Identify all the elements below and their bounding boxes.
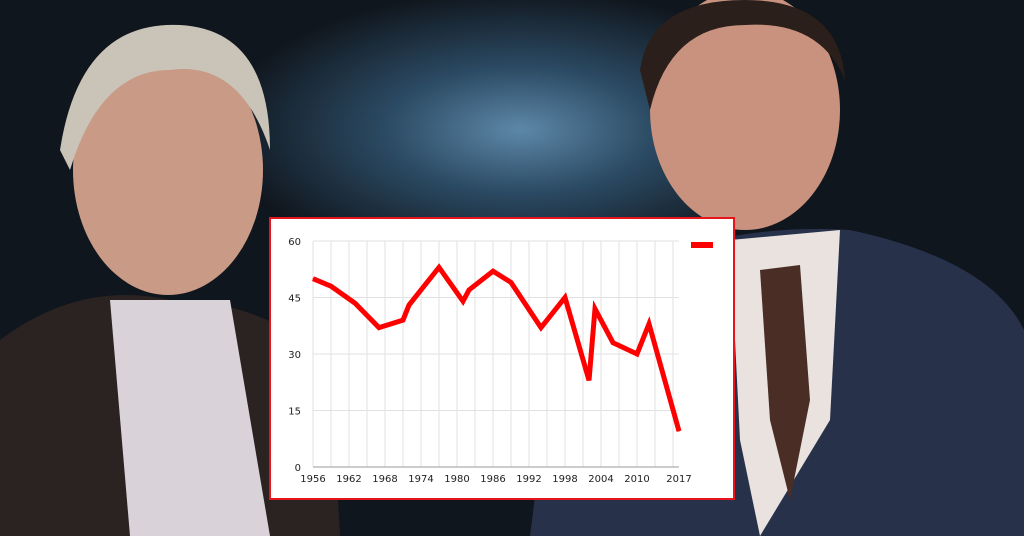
y-tick-label: 15 (288, 407, 301, 418)
data-point (678, 430, 680, 432)
data-point (648, 323, 650, 325)
right-person-tie (760, 265, 810, 500)
x-tick-label: 1968 (372, 474, 397, 485)
data-point (510, 281, 512, 283)
left-person-head (73, 45, 263, 295)
data-point (462, 300, 464, 302)
data-point (540, 327, 542, 329)
data-point (402, 319, 404, 321)
data-point (636, 353, 638, 355)
data-point (468, 289, 470, 291)
x-tick-label: 2010 (624, 474, 649, 485)
data-point (354, 302, 356, 304)
data-point (564, 297, 566, 298)
series-line (312, 263, 682, 432)
y-tick-label: 0 (295, 463, 301, 474)
data-point (492, 270, 494, 272)
data-point (378, 327, 380, 329)
legend-swatch (691, 242, 713, 248)
left-person-shirt (110, 300, 270, 536)
data-point (408, 304, 410, 306)
left-person-hair (60, 24, 270, 170)
x-tick-label: 2004 (588, 474, 613, 485)
data-point (594, 308, 596, 310)
x-tick-label: 1974 (408, 474, 433, 485)
data-point (312, 278, 314, 280)
data-point (438, 266, 440, 268)
y-tick-label: 60 (288, 237, 301, 248)
x-tick-label: 1962 (336, 474, 361, 485)
x-tick-label: 2017 (666, 474, 691, 485)
data-point (330, 285, 332, 287)
right-person-hair (640, 0, 845, 110)
x-tick-label: 1956 (300, 474, 325, 485)
x-tick-label: 1980 (444, 474, 469, 485)
y-tick-label: 45 (288, 294, 301, 305)
right-person-head (650, 0, 840, 230)
y-tick-label: 30 (288, 350, 301, 361)
data-point (612, 342, 614, 344)
x-tick-label: 1986 (480, 474, 505, 485)
x-tick-label: 1998 (552, 474, 577, 485)
x-tick-label: 1992 (516, 474, 541, 485)
data-point (588, 379, 590, 381)
